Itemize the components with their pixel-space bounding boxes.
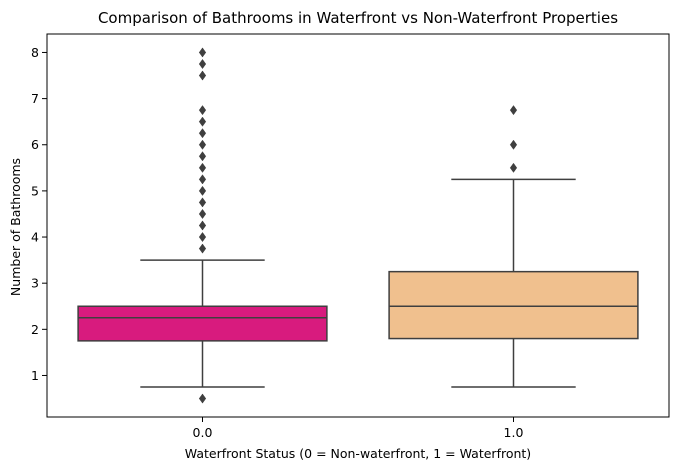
outlier-point	[198, 185, 207, 196]
y-axis-label: Number of Bathrooms	[8, 158, 23, 296]
outlier-point	[198, 70, 207, 81]
outlier-point	[198, 128, 207, 139]
outlier-point	[198, 105, 207, 116]
outlier-point	[198, 197, 207, 208]
outlier-point	[198, 393, 207, 404]
outlier-point	[198, 220, 207, 231]
outlier-point	[198, 174, 207, 185]
chart-title: Comparison of Bathrooms in Waterfront vs…	[98, 9, 618, 27]
x-axis-label: Waterfront Status (0 = Non-waterfront, 1…	[185, 446, 531, 461]
outlier-point	[509, 139, 518, 150]
outlier-point	[198, 139, 207, 150]
y-tick-label: 5	[31, 183, 39, 198]
x-tick-label: 0.0	[193, 425, 213, 440]
y-tick-label: 1	[31, 368, 39, 383]
y-tick-label: 7	[31, 91, 39, 106]
outlier-point	[198, 151, 207, 162]
outlier-point	[198, 58, 207, 70]
outlier-point	[509, 162, 518, 173]
outlier-point	[198, 208, 207, 219]
y-tick-label: 3	[31, 276, 39, 291]
outlier-point	[509, 105, 518, 116]
box-iqr	[77, 305, 328, 342]
outlier-point	[198, 116, 207, 127]
outlier-point	[198, 243, 207, 254]
outlier-point	[198, 162, 207, 173]
box-iqr	[388, 270, 639, 340]
plot-area: 1 2 3 4 5 6 7 8 0.0 1.0	[31, 45, 639, 440]
y-tick-label: 6	[31, 137, 39, 152]
plot-frame	[46, 33, 670, 418]
y-tick-label: 2	[31, 322, 39, 337]
y-tick-label: 8	[31, 45, 39, 60]
outlier-point	[198, 47, 207, 58]
x-tick-label: 1.0	[504, 425, 524, 440]
y-tick-label: 4	[31, 230, 39, 245]
outlier-point	[198, 232, 207, 243]
